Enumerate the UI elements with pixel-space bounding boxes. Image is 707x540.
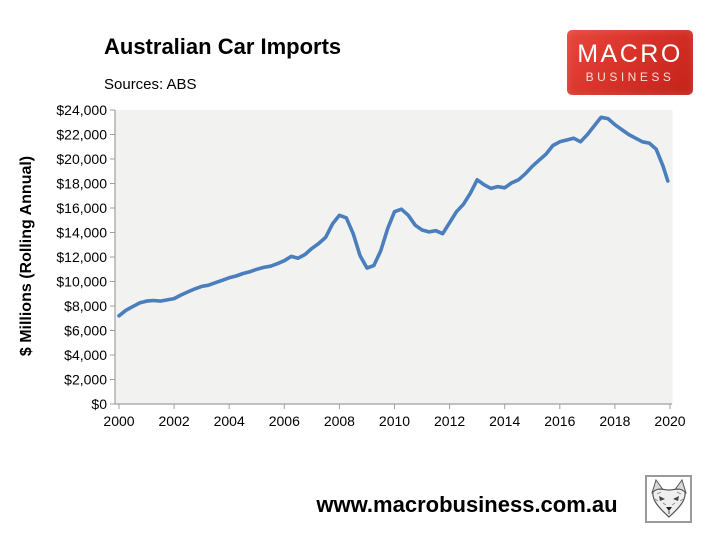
line-chart: $0 $2,000 $4,000 $6,000 $8,000 $10,000 $12,000…: [56, 102, 685, 429]
y-tick-label: $12,000: [56, 249, 107, 265]
chart-title: Australian Car Imports: [104, 34, 342, 59]
y-tick-label: $8,000: [64, 298, 107, 314]
x-tick-label: 2014: [489, 413, 520, 429]
footer-url: www.macrobusiness.com.au: [316, 492, 618, 517]
x-tick-label: 2018: [599, 413, 630, 429]
logo-text-business: BUSINESS: [585, 70, 675, 84]
logo-text-macro: MACRO: [577, 40, 683, 68]
y-tick-label: $6,000: [64, 323, 107, 339]
fox-icon: [650, 478, 687, 518]
x-tick-label: 2010: [379, 413, 410, 429]
chart-source-label: Sources: ABS: [104, 76, 197, 93]
y-tick-label: $20,000: [56, 151, 107, 167]
x-tick-label: 2002: [159, 413, 190, 429]
x-tick-label: 2008: [324, 413, 355, 429]
imports-line-series: [117, 115, 670, 318]
y-tick-label: $22,000: [56, 127, 107, 143]
y-tick-label: $16,000: [56, 200, 107, 216]
y-tick-label: $14,000: [56, 225, 107, 241]
x-tick-label: 2004: [214, 413, 245, 429]
y-tick-label: $10,000: [56, 274, 107, 290]
y-tick-label: $2,000: [64, 372, 107, 388]
x-tick-label: 2012: [434, 413, 465, 429]
x-tick-label: 2000: [103, 413, 134, 429]
macrobusiness-logo: MACRO BUSINESS: [567, 30, 693, 95]
y-tick-label: $4,000: [64, 347, 107, 363]
y-tick-label: $18,000: [56, 176, 107, 192]
y-tick-label: $24,000: [56, 102, 107, 118]
x-tick-label: 2020: [654, 413, 685, 429]
y-tick-label: $0: [91, 396, 107, 412]
x-tick-label: 2016: [544, 413, 575, 429]
x-tick-label: 2006: [269, 413, 300, 429]
plot-area: [115, 110, 673, 404]
fox-logo-box: [645, 475, 692, 523]
